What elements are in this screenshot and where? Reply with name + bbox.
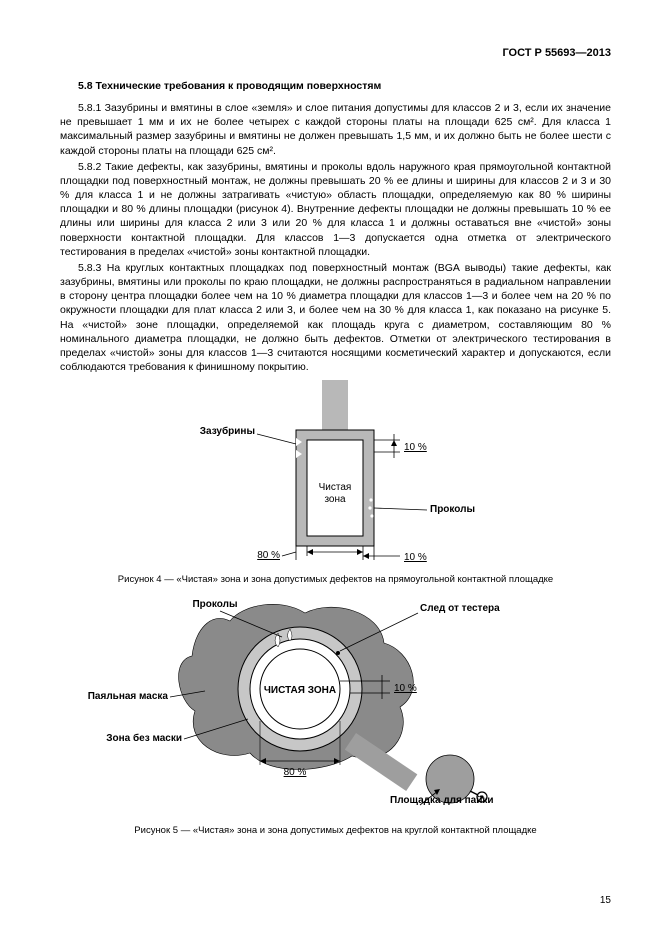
figure-5-svg: ЧИСТАЯ ЗОНА 10 % 80 % Проколы След от те…	[60, 591, 610, 816]
para-5-8-2: 5.8.2 Такие дефекты, как зазубрины, вмят…	[60, 160, 611, 259]
figure-5-caption: Рисунок 5 — «Чистая» зона и зона допусти…	[60, 825, 611, 838]
fig5-label-nomask: Зона без маски	[106, 732, 182, 744]
fig5-label-solder: Площадка для пайки	[390, 795, 494, 806]
fig4-label-zazubriny: Зазубрины	[200, 425, 255, 437]
figure-5: ЧИСТАЯ ЗОНА 10 % 80 % Проколы След от те…	[60, 591, 611, 821]
fig5-dim-80: 80 %	[284, 767, 307, 778]
fig5-label-prokoly: Проколы	[192, 599, 237, 610]
fig4-label-prokoly: Проколы	[430, 504, 475, 515]
fig4-label-zona: зона	[324, 494, 346, 505]
doc-header: ГОСТ Р 55693—2013	[60, 46, 611, 61]
fig5-label-tester: След от тестера	[420, 603, 500, 614]
figure-4-caption: Рисунок 4 — «Чистая» зона и зона допусти…	[60, 574, 611, 587]
fig4-dim-10b: 10 %	[404, 552, 427, 563]
figure-4-svg: Чистая зона Зазубрины 10 % Проколы	[60, 380, 610, 565]
para-5-8-1: 5.8.1 Зазубрины и вмятины в слое «земля»…	[60, 101, 611, 158]
fig5-dim-10: 10 %	[394, 683, 417, 694]
fig4-label-chistaya: Чистая	[319, 482, 352, 493]
page: ГОСТ Р 55693—2013 5.8 Технические требов…	[0, 0, 661, 935]
fig4-dim-10: 10 %	[404, 442, 427, 453]
page-number: 15	[600, 894, 611, 908]
figure-4: Чистая зона Зазубрины 10 % Проколы	[60, 380, 611, 570]
fig5-label-clean: ЧИСТАЯ ЗОНА	[264, 685, 336, 696]
section-5-8-title: 5.8 Технические требования к проводящим …	[60, 79, 611, 93]
para-5-8-3: 5.8.3 На круглых контактных площадках по…	[60, 261, 611, 374]
fig4-dim-80: 80 %	[257, 550, 280, 561]
fig5-label-mask: Паяльная маска	[88, 691, 169, 702]
